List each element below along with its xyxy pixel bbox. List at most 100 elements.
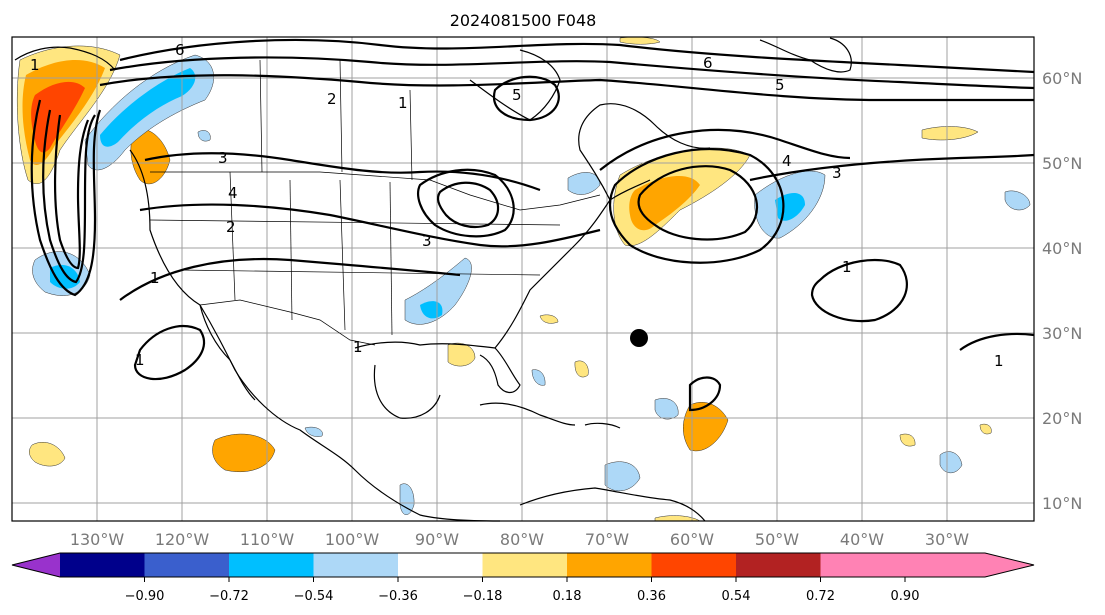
shade-small-warm-3 — [899, 433, 916, 447]
lon-label-100w: 100°W — [325, 530, 380, 549]
contour-labrador-low — [492, 75, 560, 122]
map-title: 2024081500 F048 — [450, 11, 597, 30]
lon-label-60w: 60°W — [670, 530, 714, 549]
colorbar-segment-3 — [229, 553, 314, 577]
contour-label-3-central: 3 — [422, 232, 432, 250]
contour-east-1 — [959, 332, 1035, 351]
shade-east-atlantic-warm — [921, 126, 979, 141]
contour-low-great-lakes — [417, 168, 515, 238]
shade-gulf-warm — [447, 342, 476, 367]
coastline-east-us — [494, 179, 651, 349]
contour-label-1-gulf: 1 — [353, 338, 363, 356]
shade-nw-coast-red — [31, 81, 85, 153]
lon-label-120w: 120°W — [155, 530, 210, 549]
border-us-mexico — [199, 299, 376, 346]
lat-label-60n: 60°N — [1042, 69, 1082, 88]
lon-label-80w: 80°W — [500, 530, 544, 549]
colorbar-segment-4 — [313, 553, 398, 577]
coastline-gulf-mexico — [354, 341, 521, 394]
coastline-baja — [199, 304, 256, 401]
map-panel: 6 6 5 5 4 4 3 3 3 2 2 1 1 1 1 1 1 1 — [11, 36, 1035, 522]
contour-label-2-west: 2 — [226, 218, 236, 236]
shade-nova-scotia-cool — [567, 172, 601, 195]
contour-5-north — [109, 56, 1035, 90]
colorbar-tick-label-2: −0.54 — [294, 589, 334, 604]
colorbar-ticks — [144, 577, 906, 582]
border-us-canada — [150, 171, 601, 211]
contour-label-1-canada: 1 — [398, 94, 408, 112]
colorbar-outline — [11, 552, 1035, 578]
colorbar-tick-label-9: 0.90 — [891, 589, 920, 604]
contour-ridge-west-1 — [30, 99, 102, 297]
shade-central-america-cool — [399, 483, 415, 515]
lon-label-90w: 90°W — [415, 530, 459, 549]
shade-east-cool-1 — [1004, 190, 1031, 211]
contour-low-great-lakes-2 — [436, 181, 500, 229]
contour-pacific-1 — [133, 325, 206, 381]
contour-6-north — [119, 38, 1035, 74]
lat-label-20n: 20°N — [1042, 409, 1082, 428]
colorbar-segment-2 — [144, 553, 229, 577]
border-states-3 — [339, 179, 346, 331]
lon-label-50w: 50°W — [755, 530, 799, 549]
contour-ridge-west-2 — [42, 109, 96, 284]
map-frame — [11, 36, 1035, 522]
border-states-6 — [179, 269, 541, 276]
contour-label-2-canada: 2 — [327, 90, 337, 108]
country-borders — [149, 59, 601, 346]
shade-pacific-warm — [212, 433, 276, 473]
coastline-cuba — [479, 402, 576, 426]
colorbar-tick-label-8: 0.72 — [806, 589, 835, 604]
lon-label-30w: 30°W — [925, 530, 969, 549]
colorbar-segment-11 — [905, 553, 1034, 577]
lat-label-30n: 30°N — [1042, 324, 1082, 343]
colorbar-tick-label-0: −0.90 — [125, 589, 165, 604]
contour-label-1-west: 1 — [150, 269, 160, 287]
coastline-south-america — [519, 487, 706, 522]
shade-pacific-west-warm — [29, 442, 66, 467]
contour-ridge-west-3 — [53, 114, 90, 270]
coastline-hispaniola — [584, 422, 621, 429]
contour-labels: 6 6 5 5 4 4 3 3 3 2 2 1 1 1 1 1 1 1 — [30, 41, 1004, 370]
colorbar-segment-7 — [567, 553, 652, 577]
contour-label-1-nw: 1 — [30, 56, 40, 74]
contour-atlantic-1-ellipse — [810, 258, 908, 323]
coastline-greenland — [759, 37, 852, 73]
shade-small-cool-1 — [197, 130, 211, 142]
colorbar-tick-label-5: 0.18 — [553, 589, 582, 604]
contour-label-5-ne: 5 — [775, 76, 785, 94]
contour-label-3-west: 3 — [218, 149, 228, 167]
colorbar-segment-6 — [482, 553, 567, 577]
coastline-north-america-west — [129, 149, 501, 522]
shade-pacific-cool-mid — [50, 264, 80, 289]
positive-anomaly-shading — [16, 36, 992, 522]
shade-east-cool-2 — [939, 451, 963, 474]
shade-small-cool-3 — [531, 369, 546, 386]
contour-atlantic-low-2 — [608, 148, 785, 264]
contour-4-upper — [99, 74, 1034, 102]
colorbar-tick-label-3: −0.36 — [378, 589, 418, 604]
colorbar-segment-9 — [736, 553, 821, 577]
colorbar-segment-5 — [398, 553, 483, 577]
contour-atlantic-low — [637, 165, 759, 241]
storm-position-marker — [630, 329, 648, 347]
shade-small-warm-4 — [979, 423, 992, 435]
colorbar: −0.90 −0.72 −0.54 −0.36 −0.18 0.18 0.36 … — [11, 552, 1035, 604]
colorbar-segment-8 — [651, 553, 736, 577]
longitude-axis-labels: 130°W 120°W 110°W 100°W 90°W 80°W 70°W 6… — [70, 530, 969, 549]
contour-label-1-ellipse: 1 — [842, 258, 852, 276]
height-contours — [30, 38, 1035, 412]
contour-label-4-west: 4 — [228, 184, 238, 202]
shade-atlantic-orange — [629, 175, 700, 231]
contour-2 — [139, 203, 601, 248]
colorbar-tick-label-4: −0.18 — [463, 589, 503, 604]
contour-atlantic-3 — [749, 153, 1035, 182]
colorbar-segment-1 — [60, 553, 145, 577]
contour-3-central — [144, 152, 541, 192]
shade-small-warm-2 — [539, 314, 559, 324]
lat-label-10n: 10°N — [1042, 494, 1082, 513]
contour-label-1-pacific: 1 — [135, 351, 145, 369]
map-gridlines — [12, 37, 1034, 521]
colorbar-segment-0 — [12, 553, 60, 577]
colorbar-segment-10 — [820, 553, 905, 577]
